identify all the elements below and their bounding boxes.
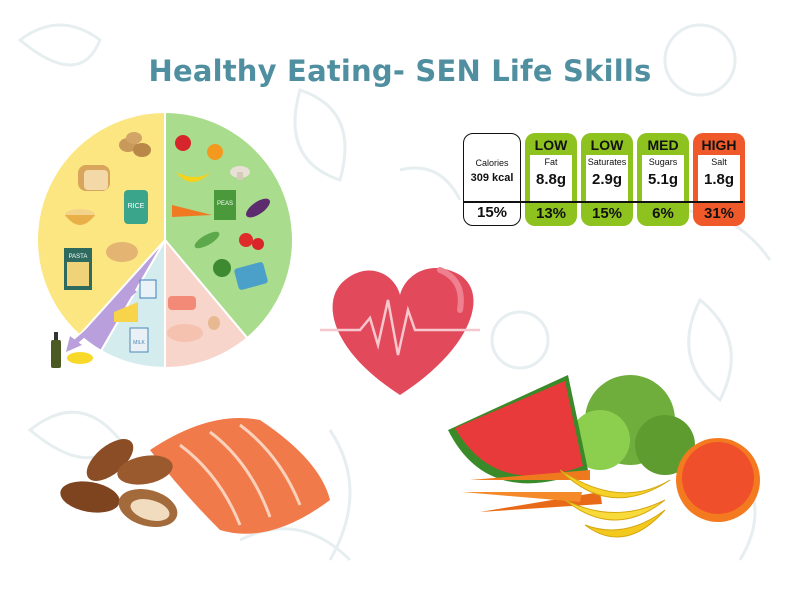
- tomatoes-icon: [239, 233, 264, 250]
- flatbread-icon: [106, 242, 138, 262]
- frozen-veg-bag-icon: [234, 262, 268, 290]
- bananas-icon: [176, 172, 211, 182]
- peas-can-icon: PEAS: [214, 190, 236, 220]
- pasta-box-icon: PASTA: [64, 248, 92, 290]
- milk-label: MILK: [133, 340, 145, 346]
- saturates-value: 2.9g: [591, 171, 622, 188]
- peas-label: PEAS: [217, 201, 233, 207]
- broccoli-icon: [213, 259, 231, 277]
- oil-bottle-icon: [51, 332, 61, 368]
- saturates-level: LOW: [590, 137, 624, 153]
- fat-value: 8.8g: [535, 171, 566, 188]
- salmon-fillet-icon: [150, 418, 330, 534]
- sugars-value: 5.1g: [647, 171, 678, 188]
- cheese-icon: [114, 302, 138, 322]
- potatoes-icon: [119, 132, 151, 157]
- orange-half-icon: [676, 438, 760, 522]
- fat-name: Fat: [544, 157, 558, 167]
- aubergine-icon: [246, 198, 270, 218]
- cucumber-icon: [194, 231, 220, 249]
- salt-column: HIGH Salt 1.8g 31%: [693, 133, 745, 226]
- calories-percent: 15%: [476, 204, 508, 221]
- sugars-name: Sugars: [648, 157, 678, 167]
- saturates-column: LOW Saturates 2.9g 15%: [581, 133, 633, 226]
- rice-bag-icon: RICE: [124, 190, 148, 224]
- cereal-bowl-icon: [65, 209, 95, 225]
- lettuce-icon: [570, 375, 695, 475]
- label-divider: [463, 201, 743, 203]
- watermelon-icon: [448, 375, 588, 484]
- oils-arrow: [70, 288, 137, 347]
- calories-name: Calories: [475, 158, 509, 168]
- apple-icon: [175, 135, 191, 151]
- oils-arrow-head: [66, 336, 82, 352]
- bananas-icon: [559, 469, 671, 538]
- fat-level: LOW: [534, 137, 568, 153]
- fish-icon: [168, 296, 196, 310]
- fat-percent: 13%: [535, 205, 567, 222]
- page-title: Healthy Eating- SEN Life Skills: [148, 54, 652, 88]
- bread-icon: [78, 165, 110, 191]
- calories-column: Calories 309 kcal 15%: [463, 133, 521, 226]
- rice-label: RICE: [128, 203, 145, 210]
- salt-value: 1.8g: [703, 171, 734, 188]
- salt-name: Salt: [711, 157, 727, 167]
- fat-column: LOW Fat 8.8g 13%: [525, 133, 577, 226]
- calories-value: 309 kcal: [470, 172, 514, 184]
- orange-icon: [207, 144, 223, 160]
- nutrition-label: Calories 309 kcal 15% LOW Fat 8.8g 13% LO…: [463, 133, 745, 226]
- salt-level: HIGH: [701, 137, 737, 153]
- milk-carton-icon: MILK: [129, 327, 149, 353]
- eggs-icon: [208, 316, 220, 330]
- saturates-percent: 15%: [591, 205, 623, 222]
- heartbeat-line: [320, 299, 480, 356]
- saturates-name: Saturates: [587, 157, 627, 167]
- salt-percent: 31%: [703, 205, 735, 222]
- spread-tub-icon: [67, 352, 93, 364]
- heart-icon: [320, 267, 480, 395]
- yogurt-icon: [139, 279, 157, 299]
- almonds-icon: [60, 439, 178, 528]
- carrots-icon: [462, 470, 602, 512]
- chicken-icon: [167, 324, 203, 342]
- pasta-label: PASTA: [69, 254, 88, 260]
- sugars-percent: 6%: [652, 205, 674, 222]
- sugars-column: MED Sugars 5.1g 6%: [637, 133, 689, 226]
- sugars-level: MED: [647, 137, 679, 153]
- mushrooms-icon: [230, 166, 250, 180]
- carrots-icon: [172, 205, 212, 217]
